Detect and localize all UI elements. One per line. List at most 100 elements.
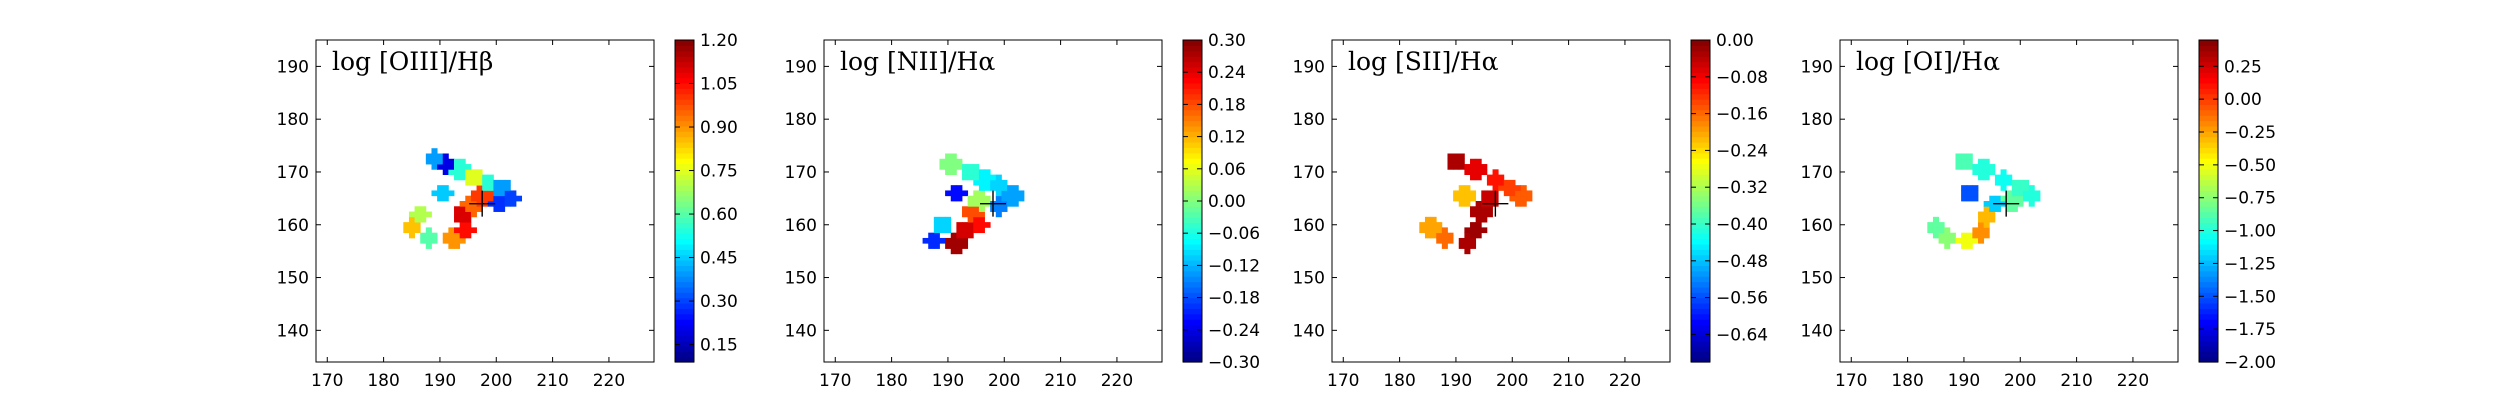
map-pixel [459, 222, 466, 228]
x-tick-label: 200 [988, 371, 1020, 391]
colorbar-segment [1183, 335, 1202, 342]
map-pixel [956, 158, 963, 165]
colorbar-segment [2199, 351, 2218, 358]
map-pixel [978, 222, 985, 228]
colorbar-segment [2199, 211, 2218, 218]
colorbar-segment [2199, 238, 2218, 245]
map-pixel [425, 243, 432, 249]
map-pixel [1509, 190, 1516, 197]
map-pixel [470, 227, 477, 234]
map-pixel [1464, 195, 1471, 202]
map-pixel [950, 169, 957, 176]
colorbar-segment [2199, 281, 2218, 288]
y-tick-label: 190 [785, 57, 817, 77]
colorbar-segment [675, 104, 694, 111]
colorbar-segment [1691, 340, 1710, 347]
y-tick-label: 140 [1801, 321, 1833, 341]
colorbar-segment [2199, 276, 2218, 283]
map-pixel [1983, 206, 1990, 212]
map-pixel [933, 222, 940, 228]
map-pixel [1481, 227, 1488, 234]
map-pixel [967, 211, 974, 218]
map-pixel [1966, 243, 1973, 249]
map-pixel [1520, 185, 1527, 191]
colorbar-segment [2199, 286, 2218, 293]
colorbar-tick-label: −0.08 [1716, 68, 1768, 88]
map-pixel [1938, 222, 1945, 228]
colorbar-tick-label: 0.00 [1716, 31, 1754, 51]
colorbar: 0.00 −0.08 −0.16 −0.24 −0.32 −0.40 −0.48 −0.56 −… [1690, 31, 1768, 363]
map-pixel [1961, 153, 1968, 160]
map-pixel [482, 185, 489, 191]
colorbar-segment [675, 356, 694, 363]
map-pixel [1526, 190, 1533, 197]
map-pixel [510, 201, 517, 207]
map-pixel [1944, 243, 1951, 249]
map-pixel [470, 211, 477, 218]
map-pixel [482, 179, 489, 186]
map-pixel [950, 232, 957, 239]
map-pixel [1441, 227, 1448, 234]
map-pixel [1498, 185, 1505, 191]
panel-4: 170 180 190 200 210 220 140 150 160 170 180 190 log … [1801, 39, 2276, 391]
colorbar-segment [675, 211, 694, 218]
map-pixel [945, 153, 952, 160]
colorbar-segment [1183, 308, 1202, 315]
map-pixel [1012, 195, 1019, 202]
map-pixel [442, 190, 449, 197]
colorbar-segment [2199, 109, 2218, 116]
x-tick-label: 210 [1044, 371, 1076, 391]
map-pixel [459, 237, 466, 244]
colorbar-tick-label: 1.05 [700, 75, 738, 95]
map-pixel [950, 190, 957, 197]
map-pixel [939, 216, 946, 223]
map-pixel [1001, 185, 1008, 191]
map-pixel [437, 185, 444, 191]
map-pixel [476, 190, 483, 197]
map-pixel [1486, 174, 1493, 181]
panel-title: log [NII]/Hα [840, 47, 995, 76]
map-pixel [454, 227, 461, 234]
map-pixel [414, 222, 421, 228]
colorbar-segment [2199, 158, 2218, 165]
map-pixel [2000, 185, 2007, 191]
colorbar-segment [1691, 308, 1710, 315]
colorbar-segment [2199, 243, 2218, 250]
map-pixel [431, 232, 438, 239]
colorbar-segment [675, 335, 694, 342]
map-pixel [1949, 232, 1956, 239]
map-pixel [1520, 201, 1527, 207]
map-pixel [408, 216, 415, 223]
map-pixel [950, 153, 957, 160]
map-pixel [1441, 237, 1448, 244]
map-pixel [1470, 206, 1477, 212]
colorbar-segment [675, 319, 694, 326]
colorbar-segment [1183, 238, 1202, 245]
colorbar-tick-label: −0.06 [1208, 224, 1260, 244]
map-pixel [2006, 190, 2013, 197]
colorbar-segment [2199, 319, 2218, 326]
map-pixel [1458, 237, 1465, 244]
map-pixel [2017, 179, 2024, 186]
colorbar-segment [675, 276, 694, 283]
colorbar-segment [2199, 120, 2218, 127]
map-pixel [1464, 169, 1471, 176]
map-pixel [1481, 164, 1488, 170]
colorbar-segment [1183, 249, 1202, 256]
colorbar-segment [675, 222, 694, 229]
y-tick-label: 180 [1293, 110, 1325, 130]
map-pixel [945, 237, 952, 244]
map-pixel [1978, 164, 1985, 170]
map-pixel [1492, 185, 1499, 191]
map-pixel [1441, 232, 1448, 239]
colorbar-segment [1183, 131, 1202, 138]
map-pixel [995, 190, 1002, 197]
y-tick-label: 190 [277, 57, 309, 77]
map-pixel [973, 216, 980, 223]
colorbar-segment [1691, 77, 1710, 84]
map-pixel [1470, 227, 1477, 234]
map-pixel [973, 169, 980, 176]
x-tick-label: 200 [480, 371, 512, 391]
colorbar-tick-label: 0.12 [1208, 128, 1246, 148]
map-pixel [1989, 195, 1996, 202]
